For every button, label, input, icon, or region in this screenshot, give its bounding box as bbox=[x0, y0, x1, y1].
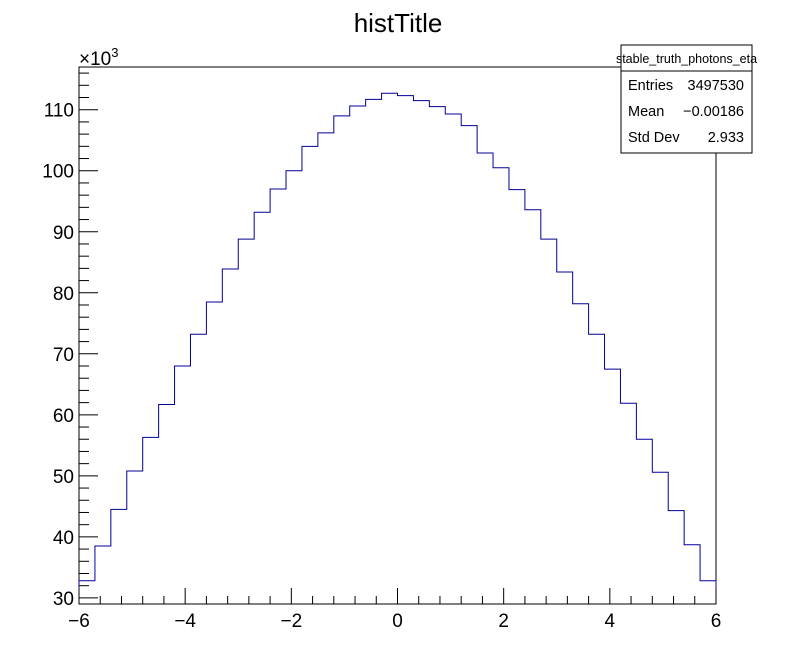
stats-stddev-value: 2.933 bbox=[708, 130, 744, 146]
stats-box: stable_truth_photons_eta Entries 3497530… bbox=[616, 44, 757, 154]
x-tick-label: 6 bbox=[711, 611, 722, 632]
x-tick-label: −2 bbox=[280, 611, 302, 632]
x-axis: −6 −4 −2 0 2 4 6 bbox=[68, 588, 721, 632]
y-axis: 30 40 50 60 70 80 90 100 110 bbox=[42, 72, 98, 610]
y-tick-label: 80 bbox=[53, 284, 74, 305]
x-tick-label: 2 bbox=[498, 611, 509, 632]
y-tick-label: 50 bbox=[53, 467, 74, 488]
y-tick-label: 60 bbox=[53, 406, 74, 427]
x-tick-label: −4 bbox=[174, 611, 196, 632]
stats-mean-label: Mean bbox=[628, 104, 664, 120]
y-tick-label: 40 bbox=[53, 528, 74, 549]
x-tick-label: 4 bbox=[605, 611, 616, 632]
y-tick-label: 90 bbox=[53, 223, 74, 244]
y-axis-multiplier: ×103 bbox=[79, 45, 118, 70]
stats-entries-value: 3497530 bbox=[688, 78, 744, 94]
y-tick-label: 110 bbox=[44, 101, 74, 122]
chart-title: histTitle bbox=[354, 8, 443, 38]
y-tick-label: 70 bbox=[53, 345, 74, 366]
stats-mean-value: −0.00186 bbox=[683, 104, 744, 120]
stats-box-frame bbox=[620, 44, 753, 154]
x-tick-label: 0 bbox=[392, 611, 403, 632]
stats-box-title: stable_truth_photons_eta bbox=[616, 52, 757, 66]
y-tick-label: 100 bbox=[42, 162, 74, 183]
plot-frame bbox=[78, 66, 717, 605]
stats-stddev-label: Std Dev bbox=[628, 130, 680, 146]
histogram-outline bbox=[78, 92, 717, 604]
stats-entries-label: Entries bbox=[628, 78, 673, 94]
y-tick-label: 30 bbox=[53, 589, 74, 610]
x-tick-label: −6 bbox=[68, 611, 90, 632]
histogram-bins bbox=[78, 92, 717, 604]
